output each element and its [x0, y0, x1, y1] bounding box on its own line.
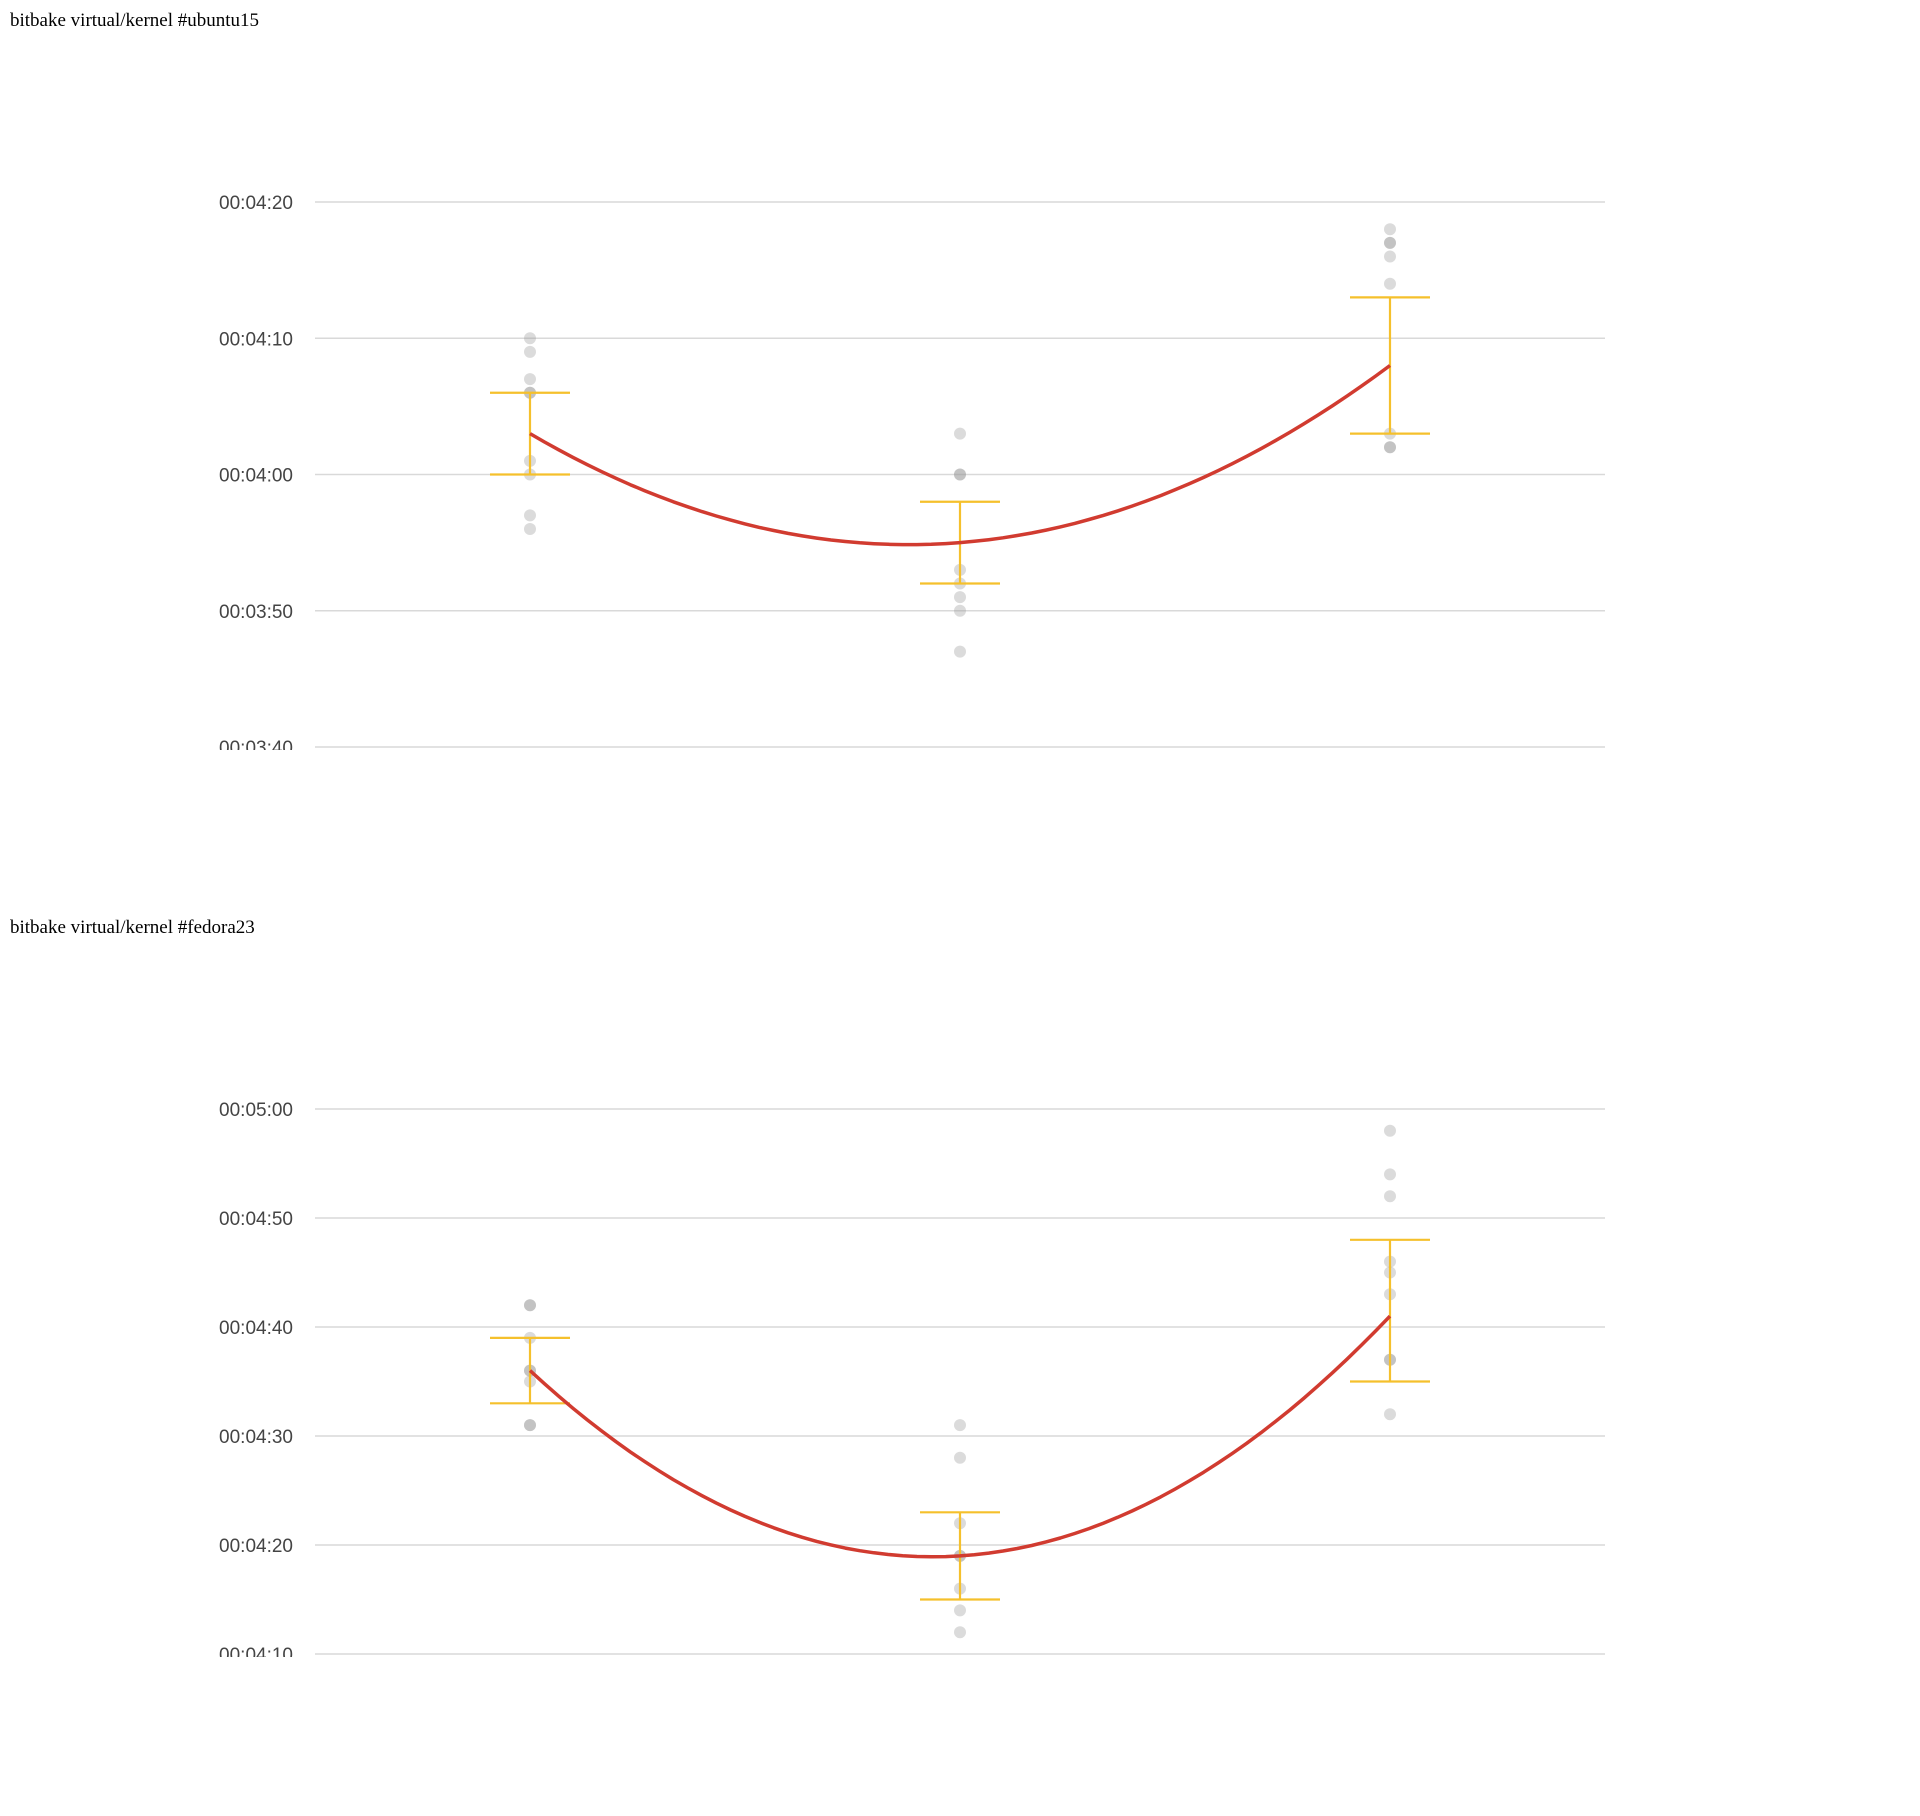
sample-point [524, 1299, 536, 1312]
sample-point [954, 1451, 966, 1464]
y-tick-label: 00:03:50 [219, 602, 293, 623]
sample-point [954, 604, 966, 617]
error-bar [490, 1336, 570, 1405]
sample-point [1384, 1124, 1396, 1137]
y-tick-label: 00:05:00 [219, 1100, 293, 1121]
sample-point [1384, 441, 1396, 454]
y-tick-labels: 00:03:40 00:03:50 00:04:00 00:04:10 00:04:20 [219, 193, 293, 750]
sample-point [524, 1419, 536, 1432]
y-tick-label: 00:03:40 [219, 738, 293, 750]
error-bar [1350, 1238, 1430, 1383]
chart-fedora23: 00:04:10 00:04:20 00:04:30 00:04:40 00:04:50… [219, 1100, 1605, 1657]
sample-point [1384, 250, 1396, 263]
y-tick-label: 00:04:20 [219, 1536, 293, 1557]
sample-point [954, 427, 966, 440]
chart-ubuntu15: 00:03:40 00:03:50 00:04:00 00:04:10 00:04:20… [219, 193, 1605, 750]
sample-point [954, 591, 966, 604]
sample-point [1384, 236, 1396, 249]
sample-point [524, 345, 536, 358]
sample-point [954, 468, 966, 481]
y-tick-label: 00:04:20 [219, 193, 293, 214]
sample-point [1384, 236, 1396, 249]
sample-point [524, 1299, 536, 1312]
sample-point [1384, 223, 1396, 236]
sample-points [524, 223, 1396, 658]
y-tick-label: 00:04:30 [219, 1427, 293, 1448]
sample-point [524, 509, 536, 522]
y-tick-label: 00:04:10 [219, 329, 293, 350]
y-tick-label: 00:04:10 [219, 1645, 293, 1657]
error-bars [490, 296, 1430, 585]
sample-point [524, 523, 536, 535]
sample-point [954, 468, 966, 481]
sample-point [954, 1626, 966, 1639]
sample-point [524, 332, 536, 345]
sample-point [1384, 277, 1396, 290]
chart-title-ubuntu15: bitbake virtual/kernel #ubuntu15 [10, 10, 260, 31]
sample-point [954, 1604, 966, 1617]
y-tick-label: 00:04:40 [219, 1318, 293, 1339]
sample-point [1384, 1190, 1396, 1203]
mean-line [528, 1314, 1392, 1559]
chart-title-fedora23: bitbake virtual/kernel #fedora23 [10, 917, 255, 938]
sample-point [1384, 1408, 1396, 1421]
y-tick-label: 00:04:50 [219, 1209, 293, 1230]
sample-point [524, 373, 536, 386]
y-tick-labels: 00:04:10 00:04:20 00:04:30 00:04:40 00:04:50… [219, 1100, 293, 1657]
sample-point [524, 1419, 536, 1432]
sample-point [954, 1419, 966, 1432]
sample-point [954, 645, 966, 658]
mean-line [529, 364, 1392, 547]
sample-point [1384, 441, 1396, 454]
y-tick-label: 00:04:00 [219, 466, 293, 487]
sample-point [1384, 1168, 1396, 1181]
